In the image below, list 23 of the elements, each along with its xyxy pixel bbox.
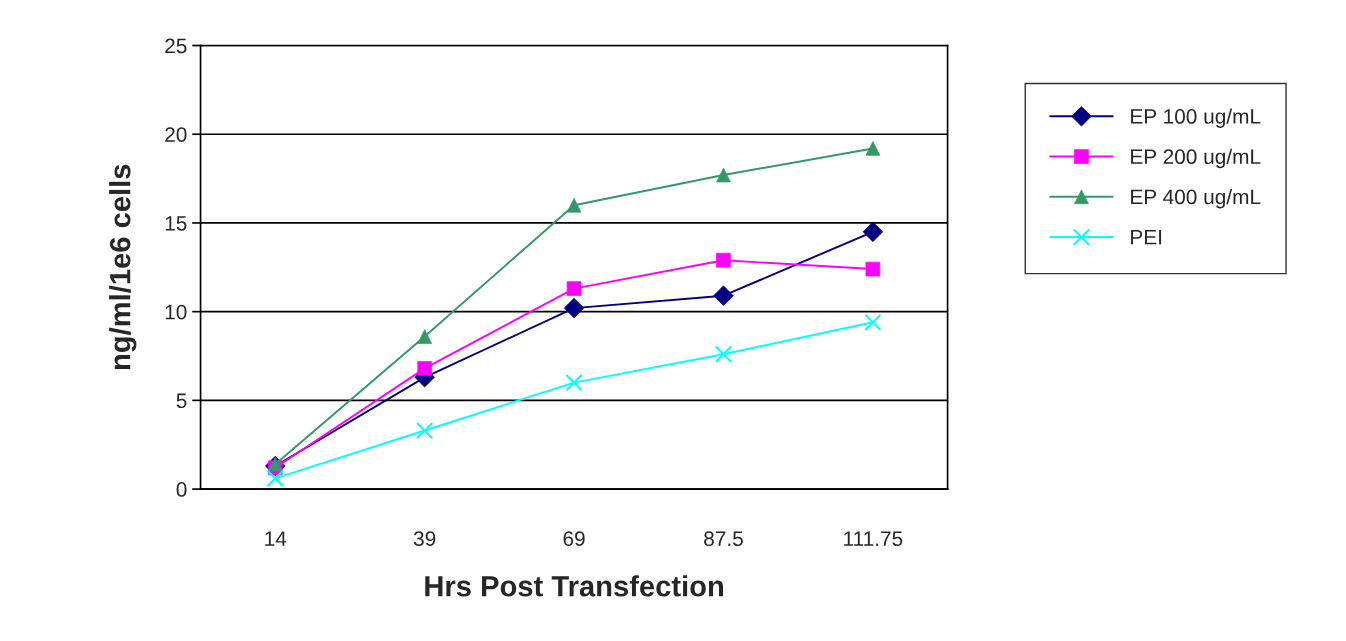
y-tick-label: 5: [176, 393, 187, 409]
legend-label: EP 400 ug/mL: [1131, 189, 1261, 209]
point: [862, 221, 884, 242]
legend-label: PEI: [1131, 230, 1162, 245]
x-tick-label: 87.5: [704, 531, 743, 547]
point: [266, 469, 284, 488]
legend-label: EP 100 ug/mL: [1131, 108, 1261, 128]
x-axis-title: Hrs Post Transfection: [425, 575, 724, 597]
x-tick-label: 69: [563, 531, 585, 547]
x-tick-label: 39: [413, 531, 436, 547]
y-tick-label: 0: [176, 482, 187, 497]
point: [565, 373, 583, 392]
y-tick-label: 10: [165, 304, 187, 320]
legend-label: EP 200 ug/mL: [1131, 148, 1261, 169]
point: [415, 421, 434, 440]
y-tick-label: 20: [165, 127, 187, 142]
x-tick-label: 111.75: [844, 531, 903, 547]
point: [714, 345, 733, 363]
y-axis-title: ng/ml/1e6 cells: [109, 164, 137, 370]
y-tick-label: 15: [165, 216, 187, 231]
y-tick-label: 25: [165, 38, 187, 54]
x-tick-label: 14: [265, 531, 287, 546]
point: [864, 313, 882, 331]
